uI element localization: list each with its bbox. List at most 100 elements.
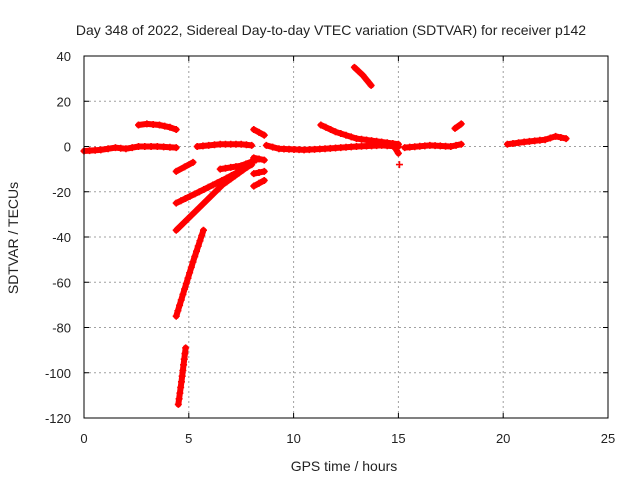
grid <box>84 56 608 418</box>
segment-arc-2.6 <box>134 120 180 134</box>
plus-marker <box>248 141 256 149</box>
plus-marker <box>337 129 345 137</box>
plus-marker <box>218 181 226 189</box>
plus-marker <box>347 133 355 141</box>
segment-short-7-a <box>216 156 260 173</box>
plus-marker <box>147 143 155 150</box>
plus-marker <box>134 143 142 150</box>
plus-marker <box>160 143 168 151</box>
segment-steep-4.4 <box>172 226 207 320</box>
plus-marker <box>355 67 363 75</box>
plus-marker <box>182 344 190 352</box>
segment-short-15 <box>390 143 402 157</box>
plus-marker <box>457 140 465 148</box>
plus-marker <box>172 144 180 152</box>
segment-baseline-d <box>401 140 465 152</box>
plus-marker <box>216 165 224 173</box>
plus-marker <box>180 219 188 227</box>
plus-marker <box>363 76 371 84</box>
plus-marker <box>395 161 403 169</box>
x-tick-label: 20 <box>496 431 510 446</box>
data-series <box>80 63 570 408</box>
plus-marker <box>350 63 358 71</box>
y-tick-label: -60 <box>52 275 71 290</box>
plus-marker <box>199 200 207 208</box>
x-tick-label: 10 <box>286 431 300 446</box>
segment-short-8.2-b <box>250 154 268 164</box>
plus-marker <box>141 143 149 150</box>
plus-marker <box>189 158 197 166</box>
plus-marker <box>104 145 112 153</box>
plus-marker <box>394 149 402 157</box>
segment-baseline-b <box>193 140 256 150</box>
plus-marker <box>122 145 130 153</box>
y-tick-label: -40 <box>52 230 71 245</box>
plus-marker <box>231 172 239 180</box>
plus-marker <box>227 163 235 171</box>
plus-marker <box>255 128 263 136</box>
plus-marker <box>250 170 258 178</box>
segment-baseline-e <box>503 132 570 148</box>
plus-marker <box>199 226 207 234</box>
plus-marker <box>250 154 258 162</box>
plus-marker <box>317 121 325 129</box>
plus-marker <box>134 121 142 129</box>
plus-marker <box>198 231 206 239</box>
plus-marker <box>327 126 335 134</box>
plus-marker <box>390 143 398 150</box>
plus-marker <box>161 122 169 130</box>
segment-steep-4.5 <box>174 344 190 408</box>
plus-marker <box>557 133 565 141</box>
plus-marker <box>322 123 330 131</box>
plus-marker <box>184 215 192 223</box>
plus-marker <box>451 124 459 132</box>
plus-marker <box>176 222 184 230</box>
plus-marker <box>209 181 217 189</box>
plus-marker <box>214 185 222 193</box>
plus-marker <box>194 242 202 250</box>
plus-marker <box>232 163 240 171</box>
plus-marker <box>447 143 455 150</box>
y-tick-label: 0 <box>64 140 71 155</box>
plus-marker <box>269 143 277 151</box>
segment-long-4.4-c <box>172 163 251 234</box>
plus-marker <box>191 253 199 261</box>
plus-marker <box>192 247 200 255</box>
plus-marker <box>260 156 268 164</box>
plus-marker <box>155 121 163 129</box>
plus-marker <box>367 81 375 89</box>
x-tick-label: 15 <box>391 431 405 446</box>
plus-marker <box>181 163 189 171</box>
plus-marker <box>541 136 549 144</box>
segment-steep-13 <box>350 63 375 89</box>
plus-marker <box>184 274 192 282</box>
plus-marker <box>191 207 199 215</box>
chart-title: Day 348 of 2022, Sidereal Day-to-day VTE… <box>76 22 586 38</box>
plus-marker <box>546 134 554 142</box>
plus-marker <box>203 196 211 204</box>
plus-marker <box>195 204 203 212</box>
plus-marker <box>250 126 258 134</box>
plus-marker <box>179 290 187 298</box>
y-tick-label: 40 <box>57 49 71 64</box>
plus-marker <box>177 296 185 304</box>
plus-marker <box>181 285 189 293</box>
plus-marker <box>223 178 231 186</box>
plus-marker <box>452 141 460 149</box>
plus-marker <box>204 183 212 191</box>
plus-marker <box>172 312 180 320</box>
plus-marker <box>260 131 268 139</box>
y-tick-label: -80 <box>52 321 71 336</box>
plus-marker <box>176 301 184 309</box>
y-tick-label: -100 <box>45 366 71 381</box>
plus-marker <box>552 132 560 140</box>
x-tick-label: 0 <box>80 431 87 446</box>
segment-short-17.8 <box>451 120 465 132</box>
x-tick-label: 5 <box>185 431 192 446</box>
plus-marker <box>247 158 255 166</box>
plus-marker <box>213 179 221 187</box>
plus-marker <box>191 190 199 198</box>
x-tick-label: 25 <box>601 431 615 446</box>
segment-short-4.4-a <box>172 158 197 175</box>
plus-marker <box>181 195 189 203</box>
